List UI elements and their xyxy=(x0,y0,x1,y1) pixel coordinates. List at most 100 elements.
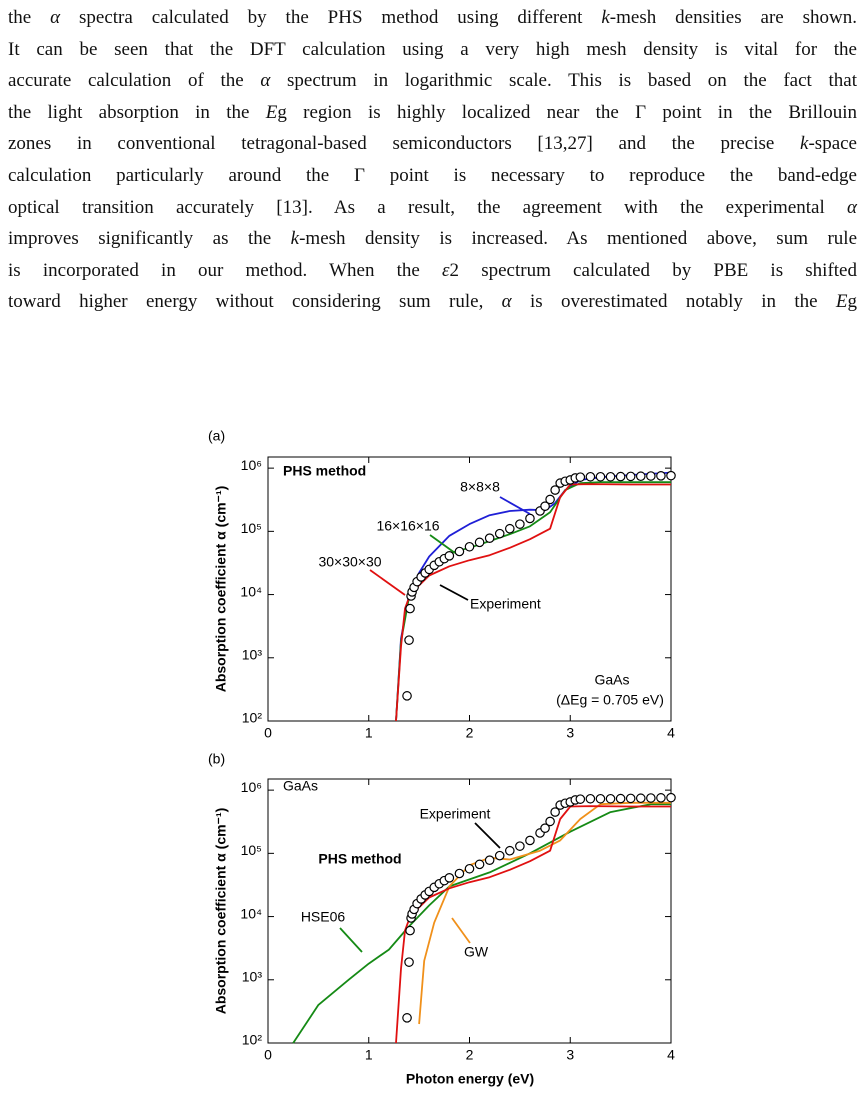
series-label: PHS method xyxy=(318,851,401,867)
text-line: the light absorption in the Eg region is… xyxy=(8,97,857,129)
data-point xyxy=(444,551,455,561)
leader-line xyxy=(451,917,471,944)
text-run: g xyxy=(847,291,857,313)
text-run: α xyxy=(260,70,271,92)
text-run: k xyxy=(800,133,809,155)
chart-title: GaAs xyxy=(283,778,318,794)
text-run: the xyxy=(8,7,51,28)
data-point xyxy=(625,471,636,482)
data-point xyxy=(504,845,515,856)
text-run: calculation particularly around the Γ po… xyxy=(8,164,857,186)
text-run: -mesh densities are shown. xyxy=(609,7,857,28)
leader-line xyxy=(339,927,363,953)
data-point xyxy=(585,793,596,804)
data-point xyxy=(444,873,455,883)
series-label: 16×16×16 xyxy=(376,518,439,534)
leader-line xyxy=(499,496,531,515)
text-line: optical transition accurately [13]. As a… xyxy=(8,192,857,224)
data-point xyxy=(666,792,676,803)
text-run: -space xyxy=(808,133,857,155)
data-point xyxy=(464,863,475,874)
x-tick-label: 3 xyxy=(566,1047,574,1063)
data-point xyxy=(515,519,525,529)
text-run: E xyxy=(265,101,278,123)
chart-panel: 0 1 2 3 4 10² 10³ 10⁴ 10⁵ 10⁶ (a) PHS method Absorpt… xyxy=(208,428,676,741)
text-run: zones in conventional tetragonal-based s… xyxy=(8,133,801,155)
data-point xyxy=(550,807,560,817)
data-point xyxy=(656,471,666,481)
data-point xyxy=(504,523,515,534)
data-point xyxy=(525,835,535,846)
data-point xyxy=(474,859,485,870)
y-tick-label: 10⁵ xyxy=(241,842,262,858)
y-tick-label: 10² xyxy=(242,1032,263,1048)
chart-panel: 0 1 2 3 4 10² 10³ 10⁴ 10⁵ 10⁶ (b) GaAs Absorption co… xyxy=(208,751,676,1087)
text-run: 2 spectrum calculated by PBE is shifted xyxy=(449,259,857,281)
x-tick-label: 4 xyxy=(667,1047,675,1063)
x-tick-label: 1 xyxy=(365,725,373,741)
text-run: toward higher energy without considering… xyxy=(8,291,502,313)
x-axis-label: Photon energy (eV) xyxy=(406,1071,534,1087)
data-point xyxy=(615,471,626,482)
x-tick-label: 0 xyxy=(264,725,272,741)
text-run: E xyxy=(835,291,848,313)
data-point xyxy=(494,528,505,539)
data-point xyxy=(635,471,646,482)
data-point xyxy=(635,793,646,804)
data-point xyxy=(605,793,616,804)
data-point xyxy=(484,855,495,865)
text-line: accurate calculation of the α spectrum i… xyxy=(8,65,857,97)
text-run: the light absorption in the xyxy=(8,101,266,123)
data-point xyxy=(464,541,475,552)
text-run: α xyxy=(847,196,857,218)
x-tick-label: 3 xyxy=(566,725,574,741)
text-run: improves significantly as the xyxy=(8,228,291,250)
data-point xyxy=(656,793,666,803)
text-run: spectrum in logarithmic scale. This is b… xyxy=(270,70,857,92)
leader-line xyxy=(474,822,501,849)
data-point xyxy=(515,841,525,851)
y-axis-label: Absorption coefficient α (cm⁻¹) xyxy=(213,486,229,693)
data-point xyxy=(454,546,465,557)
data-point xyxy=(646,471,656,481)
text-line: calculation particularly around the Γ po… xyxy=(8,160,857,192)
series-line xyxy=(418,801,671,1025)
text-line: toward higher energy without considering… xyxy=(8,286,857,318)
data-point xyxy=(666,470,676,481)
text-run: is incorporated in our method. When the xyxy=(8,259,443,281)
text-run: ε xyxy=(442,259,450,281)
text-line: is incorporated in our method. When the … xyxy=(8,255,857,287)
text-line: improves significantly as the k-mesh den… xyxy=(8,223,857,255)
text-run: α xyxy=(501,291,512,313)
data-point xyxy=(585,471,596,482)
y-tick-label: 10⁴ xyxy=(240,583,262,599)
data-point xyxy=(454,868,465,879)
annotation: (ΔEg = 0.705 eV) xyxy=(556,692,664,708)
data-point xyxy=(404,635,414,645)
series-label: Experiment xyxy=(420,806,491,822)
text-run: α xyxy=(50,7,61,28)
text-run: k xyxy=(601,7,610,28)
data-point xyxy=(625,793,636,804)
text-run: g region is highly localized near the Γ … xyxy=(277,101,857,123)
y-axis-label: Absorption coefficient α (cm⁻¹) xyxy=(213,808,229,1015)
data-point xyxy=(402,691,412,701)
leader-line xyxy=(369,569,406,596)
data-point xyxy=(474,537,485,548)
data-point xyxy=(615,793,626,804)
data-point xyxy=(494,850,505,861)
y-tick-label: 10² xyxy=(242,710,263,726)
y-tick-label: 10⁴ xyxy=(240,905,262,921)
data-point xyxy=(545,494,555,505)
chart-title: PHS method xyxy=(283,463,366,479)
text-line: It can be seen that the DFT calculation … xyxy=(8,34,857,66)
panel-label: (a) xyxy=(208,428,225,444)
data-point xyxy=(595,793,606,804)
data-point xyxy=(405,925,415,936)
y-tick-label: 10³ xyxy=(242,968,263,984)
series-label: 30×30×30 xyxy=(318,554,381,570)
data-point xyxy=(540,823,550,833)
leader-line xyxy=(439,584,469,601)
text-run: k xyxy=(290,228,300,250)
